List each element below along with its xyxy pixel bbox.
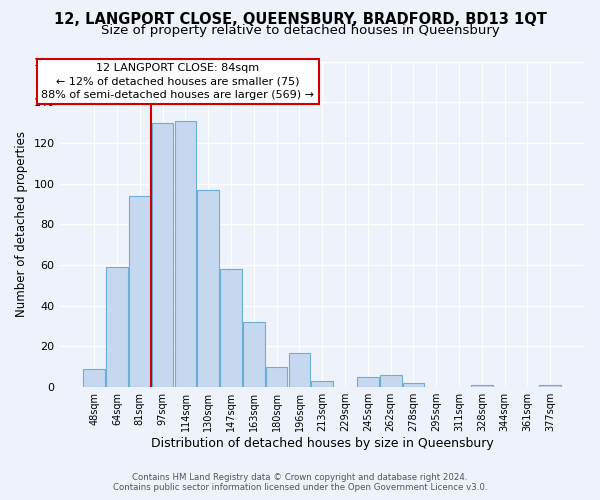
- X-axis label: Distribution of detached houses by size in Queensbury: Distribution of detached houses by size …: [151, 437, 494, 450]
- Bar: [106, 267, 128, 387]
- Bar: [175, 120, 196, 387]
- Bar: [152, 122, 173, 387]
- Text: 12, LANGPORT CLOSE, QUEENSBURY, BRADFORD, BD13 1QT: 12, LANGPORT CLOSE, QUEENSBURY, BRADFORD…: [53, 12, 547, 28]
- Bar: [357, 377, 379, 387]
- Bar: [266, 367, 287, 387]
- Bar: [380, 375, 401, 387]
- Text: Contains HM Land Registry data © Crown copyright and database right 2024.
Contai: Contains HM Land Registry data © Crown c…: [113, 473, 487, 492]
- Bar: [129, 196, 151, 387]
- Bar: [403, 383, 424, 387]
- Bar: [83, 369, 105, 387]
- Y-axis label: Number of detached properties: Number of detached properties: [15, 132, 28, 318]
- Bar: [471, 385, 493, 387]
- Bar: [289, 352, 310, 387]
- Bar: [197, 190, 219, 387]
- Bar: [539, 385, 561, 387]
- Bar: [220, 269, 242, 387]
- Text: Size of property relative to detached houses in Queensbury: Size of property relative to detached ho…: [101, 24, 499, 37]
- Text: 12 LANGPORT CLOSE: 84sqm
← 12% of detached houses are smaller (75)
88% of semi-d: 12 LANGPORT CLOSE: 84sqm ← 12% of detach…: [41, 63, 314, 100]
- Bar: [243, 322, 265, 387]
- Bar: [311, 381, 333, 387]
